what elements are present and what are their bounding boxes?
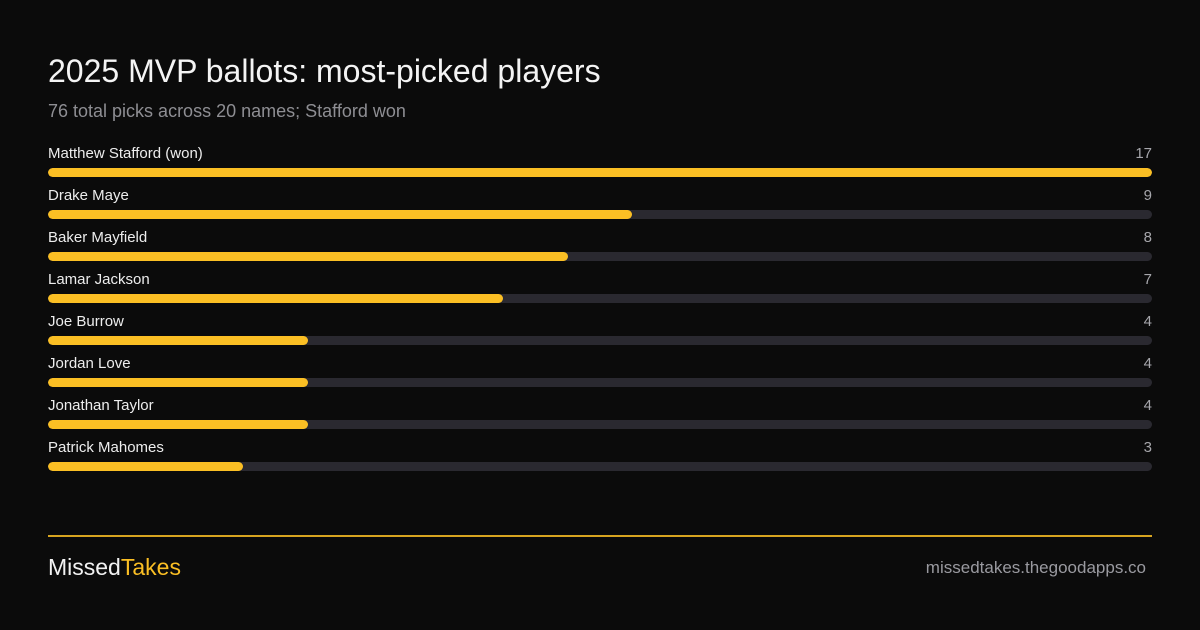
brand-name-part2: Takes: [120, 554, 181, 580]
bar-row: Lamar Jackson 7: [48, 269, 1152, 311]
footer-divider: [48, 535, 1152, 537]
brand-logo: MissedTakes: [48, 553, 181, 581]
bar: [48, 294, 503, 303]
bar-chart: Matthew Stafford (won) 17 Drake Maye 9 Baker…: [48, 143, 1152, 479]
bar-label: Matthew Stafford (won): [48, 145, 203, 162]
bar-track: [48, 210, 1152, 219]
bar-track: [48, 378, 1152, 387]
site-url: missedtakes.thegoodapps.co: [925, 558, 1146, 577]
bar-value-label: 7: [1143, 271, 1152, 288]
bar-value-label: 4: [1143, 313, 1152, 330]
bar: [48, 462, 243, 471]
bar-row: Drake Maye 9: [48, 185, 1152, 227]
bar: [48, 168, 1152, 177]
bar-track: [48, 168, 1152, 177]
bar-row: Jonathan Taylor 4: [48, 395, 1152, 437]
bar-row: Patrick Mahomes 3: [48, 437, 1152, 479]
bar-value-label: 4: [1143, 397, 1152, 414]
chart-title: 2025 MVP ballots: most-picked players: [48, 53, 601, 89]
bar-value-label: 8: [1143, 229, 1152, 246]
bar-track: [48, 252, 1152, 261]
bar: [48, 336, 308, 345]
bar-track: [48, 294, 1152, 303]
bar-track: [48, 336, 1152, 345]
bar-label: Patrick Mahomes: [48, 439, 164, 456]
bar-label: Jordan Love: [48, 355, 131, 372]
bar-value-label: 17: [1135, 145, 1152, 162]
bar-label: Jonathan Taylor: [48, 397, 154, 414]
bar-label: Drake Maye: [48, 187, 129, 204]
bar-label: Joe Burrow: [48, 313, 124, 330]
bar-row: Jordan Love 4: [48, 353, 1152, 395]
chart-subtitle: 76 total picks across 20 names; Stafford…: [48, 101, 406, 121]
bar-row: Matthew Stafford (won) 17: [48, 143, 1152, 185]
bar-label: Baker Mayfield: [48, 229, 148, 246]
bar-track: [48, 420, 1152, 429]
brand-name-part1: Missed: [48, 554, 121, 580]
bar: [48, 252, 568, 261]
bar-label: Lamar Jackson: [48, 271, 150, 288]
bar-row: Baker Mayfield 8: [48, 227, 1152, 269]
bar-value-label: 9: [1143, 187, 1152, 204]
bar-track: [48, 462, 1152, 471]
bar-value-label: 4: [1143, 355, 1152, 372]
bar: [48, 420, 308, 429]
bar-value-label: 3: [1143, 439, 1152, 456]
bar-row: Joe Burrow 4: [48, 311, 1152, 353]
bar: [48, 378, 308, 387]
bar: [48, 210, 632, 219]
